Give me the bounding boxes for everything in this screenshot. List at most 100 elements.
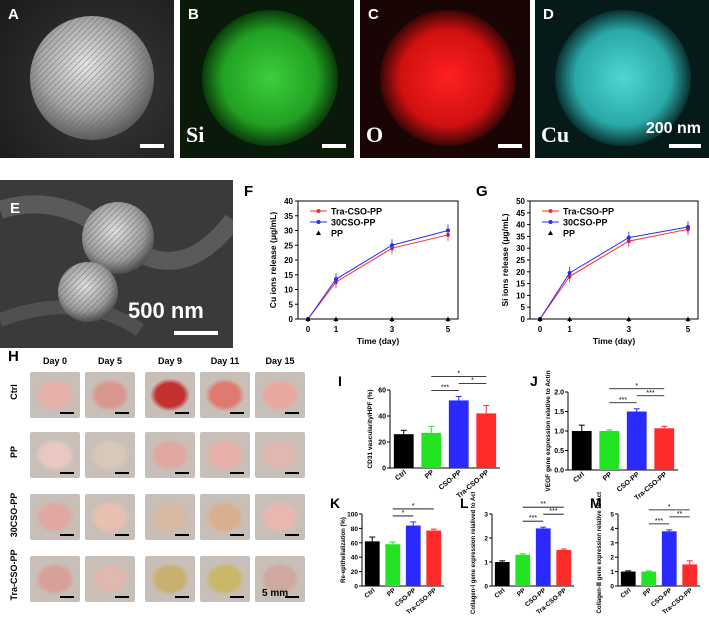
legend-entry: 30CSO-PP (331, 218, 376, 228)
element-label-si: Si (186, 122, 205, 147)
y-tick-label: 40 (351, 555, 359, 562)
y-tick-label: 4 (610, 526, 614, 533)
panel-b-label: B (188, 6, 199, 23)
wound-scalebar (230, 412, 244, 414)
y-tick-label: 0 (484, 584, 488, 591)
legend-entry: 30CSO-PP (563, 218, 608, 228)
y-axis-label: Collagen-Ⅲ gene expression relative to A… (596, 492, 603, 613)
wound-photo (85, 556, 135, 602)
panel-a-scalebar (140, 144, 164, 148)
significance-label: *** (549, 508, 557, 515)
wound-photo (200, 494, 250, 540)
legend-entry: Tra-CSO-PP (563, 207, 614, 217)
significance-label: *** (441, 385, 449, 392)
y-axis-label: Re-epithelialization (%) (341, 517, 347, 583)
chart-panel-label: F (244, 183, 253, 200)
bar (599, 431, 620, 470)
wound-scalebar (285, 534, 299, 536)
wound-photo (85, 372, 135, 418)
chart-panel-label: J (530, 373, 538, 389)
bar (620, 571, 636, 586)
bar (421, 432, 442, 468)
wound-photo (85, 432, 135, 478)
group-label: Ctrl (9, 384, 19, 400)
y-tick-label: 35 (284, 212, 293, 221)
wound-photo (200, 372, 250, 418)
bar (426, 530, 442, 586)
panel-c-o-map: C O (360, 0, 530, 158)
panel-d-cu-map: D Cu 200 nm (535, 0, 709, 158)
group-label: PP (9, 446, 19, 459)
y-tick-label: 0 (354, 584, 358, 591)
y-tick-label: 0.5 (554, 448, 564, 455)
x-tick-label: Ctrl (572, 471, 586, 484)
day-label: Day 0 (42, 356, 68, 366)
x-tick-label: 5 (686, 325, 691, 334)
chart-panel-label: L (460, 495, 469, 511)
sem-sphere-image (30, 16, 154, 140)
day-label: Day 5 (97, 356, 123, 366)
legend-marker (316, 230, 321, 235)
x-tick-label: PP (424, 469, 436, 481)
element-label-cu: Cu (541, 122, 570, 147)
data-point (567, 316, 573, 321)
y-tick-label: 25 (284, 241, 293, 250)
wound-scalebar (115, 596, 129, 598)
wound-scalebar (285, 412, 299, 414)
y-tick-label: 25 (516, 256, 525, 265)
o-map-image (380, 10, 516, 146)
panel-b-si-map: B Si (180, 0, 354, 158)
y-axis-label: Collagen-Ⅰ gene expression relalived to … (470, 492, 477, 614)
y-tick-label: 1 (610, 569, 614, 576)
y-tick-label: 40 (284, 197, 293, 206)
group-label: Tra-CSO-PP (9, 549, 19, 601)
bar (571, 431, 592, 470)
bar (385, 544, 401, 586)
x-tick-label: PP (516, 587, 528, 598)
panel-d-label: D (543, 6, 554, 23)
y-tick-label: 20 (516, 268, 525, 277)
bar (515, 554, 531, 586)
y-tick-label: 0 (610, 584, 614, 591)
bar (393, 434, 414, 468)
data-point (333, 316, 339, 321)
x-tick-label: Ctrl (363, 587, 376, 600)
x-tick-label: PP (386, 587, 398, 598)
y-tick-label: 80 (351, 526, 359, 533)
y-tick-label: 0.0 (554, 468, 564, 475)
x-tick-label: Ctrl (619, 587, 632, 600)
si-map-image (202, 10, 338, 146)
legend-marker (316, 220, 321, 224)
day-label: Day 15 (265, 356, 295, 366)
y-tick-label: 50 (516, 197, 525, 206)
y-tick-label: 2 (610, 555, 614, 562)
y-axis-label: Cu ions release (μg/mL) (268, 212, 278, 309)
y-tick-label: 10 (516, 291, 525, 300)
bar (682, 564, 698, 586)
wound-scalebar (115, 534, 129, 536)
chart-panel-label: K (330, 495, 340, 511)
data-point (537, 316, 543, 321)
plot-frame (529, 200, 699, 320)
legend-marker (548, 220, 553, 224)
bar (494, 562, 510, 586)
legend-marker (316, 209, 321, 213)
panel-h-label: H (8, 348, 19, 365)
wound-scalebar (115, 412, 129, 414)
significance-label: *** (529, 515, 537, 522)
data-point (305, 316, 311, 321)
series-line (307, 234, 449, 320)
wound-scalebar (60, 534, 74, 536)
legend-entry: PP (331, 229, 343, 239)
sem-two-spheres-image (0, 195, 233, 336)
wound-scalebar (175, 412, 189, 414)
panel-e-scale-text: 500 nm (128, 298, 204, 323)
wound-photo (30, 372, 80, 418)
bar (626, 411, 647, 470)
y-tick-label: 0 (382, 466, 386, 473)
x-axis-label: Time (day) (593, 336, 636, 346)
